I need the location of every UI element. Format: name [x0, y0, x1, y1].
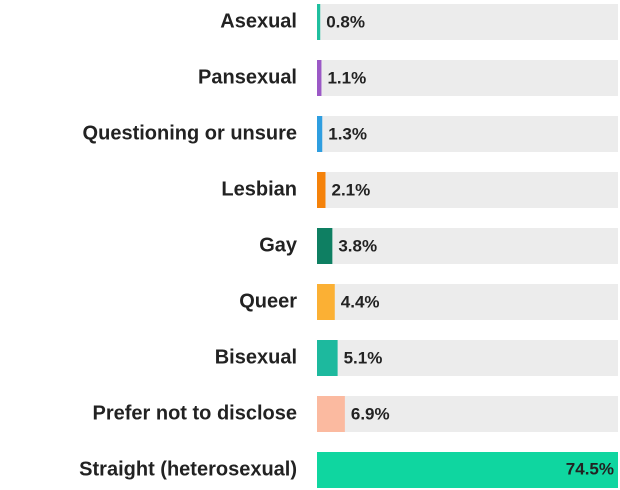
category-label: Lesbian	[221, 178, 297, 200]
bar-track	[317, 340, 618, 376]
value-label: 3.8%	[338, 236, 377, 255]
bar	[317, 172, 326, 208]
bar	[317, 396, 345, 432]
bar-track	[317, 60, 618, 96]
bar	[317, 116, 323, 152]
value-label: 6.9%	[351, 404, 390, 423]
category-label: Pansexual	[198, 66, 297, 88]
bar	[317, 4, 321, 40]
category-label: Questioning or unsure	[83, 122, 297, 144]
bar	[317, 340, 338, 376]
category-label: Bisexual	[215, 346, 297, 368]
value-label: 4.4%	[341, 292, 380, 311]
value-label: 1.3%	[328, 124, 367, 143]
bar	[317, 228, 333, 264]
category-label: Asexual	[220, 10, 297, 32]
bar-track	[317, 284, 618, 320]
bar-track	[317, 396, 618, 432]
category-label: Queer	[239, 290, 297, 312]
bar	[317, 284, 335, 320]
bar	[317, 452, 618, 488]
bar-track	[317, 228, 618, 264]
value-label: 74.5%	[566, 459, 614, 478]
bar-track	[317, 116, 618, 152]
category-label: Gay	[259, 234, 298, 256]
bar-track	[317, 172, 618, 208]
value-label: 2.1%	[331, 180, 370, 199]
category-label: Straight (heterosexual)	[79, 458, 297, 480]
value-label: 5.1%	[344, 348, 383, 367]
bar-track	[317, 4, 618, 40]
value-label: 1.1%	[327, 68, 366, 87]
value-label: 0.8%	[326, 12, 365, 31]
category-label: Prefer not to disclose	[93, 402, 298, 424]
bar	[317, 60, 322, 96]
